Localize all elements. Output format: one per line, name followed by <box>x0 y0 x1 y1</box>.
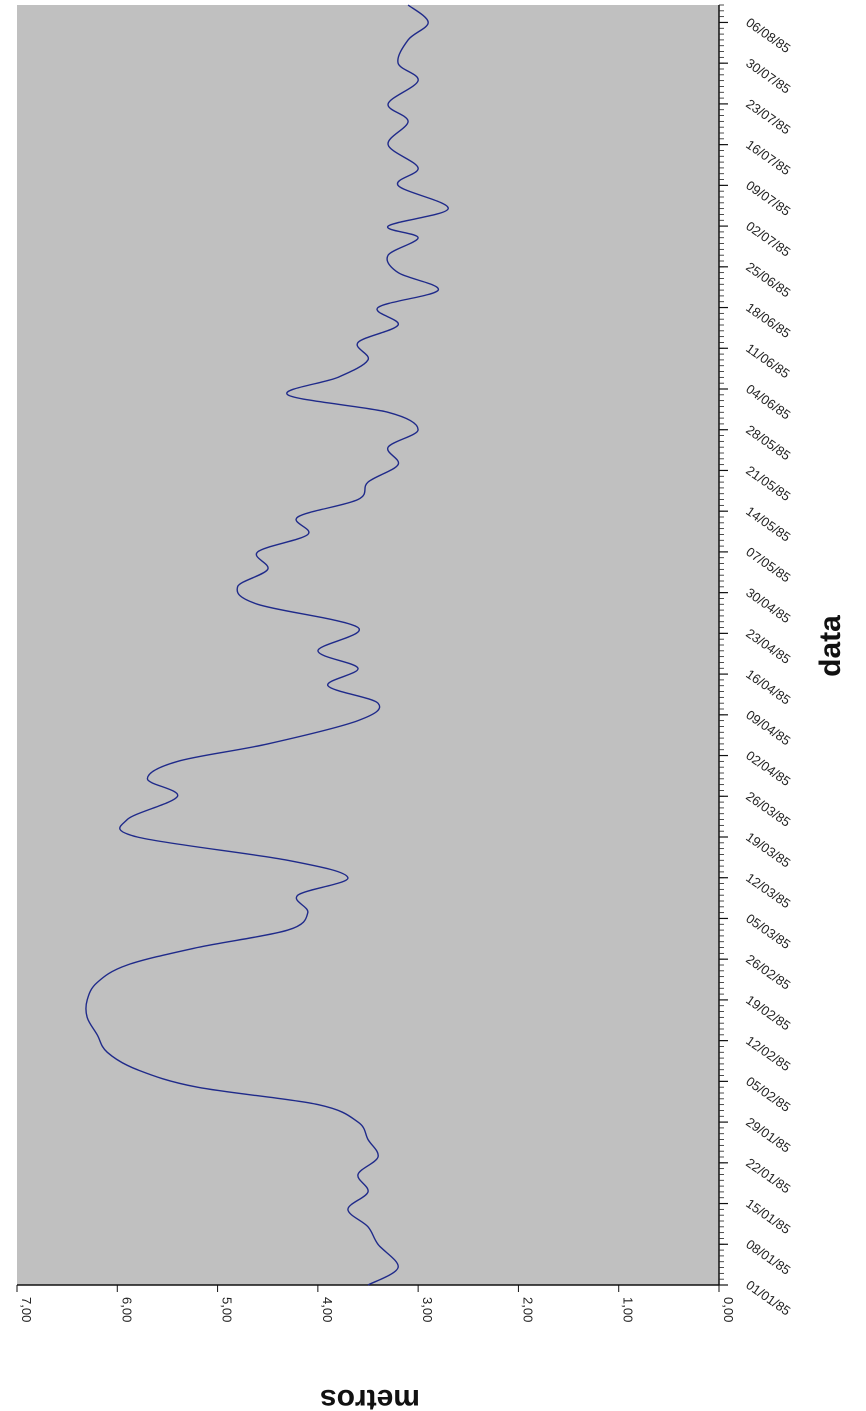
x-tick-label: 02/04/85 <box>743 748 793 789</box>
y-tick-label: 2,00 <box>520 1297 535 1322</box>
x-tick-label: 30/04/85 <box>743 585 793 626</box>
x-tick-label: 09/04/85 <box>743 707 793 748</box>
x-tick-label: 26/02/85 <box>743 951 793 992</box>
series-group <box>85 4 449 1286</box>
x-tick-label: 09/07/85 <box>743 178 793 219</box>
x-tick-label: 21/05/85 <box>743 463 793 504</box>
y-tick-label: 7,00 <box>19 1297 34 1322</box>
x-ticks: 01/01/8508/01/8515/01/8522/01/8529/01/85… <box>719 4 793 1318</box>
y-tick-label: 3,00 <box>420 1297 435 1322</box>
x-tick-label: 23/07/85 <box>743 96 793 137</box>
x-tick-label: 04/06/85 <box>743 381 793 422</box>
y-tick-label: 4,00 <box>320 1297 335 1322</box>
y-axis-title: metros <box>320 1383 420 1411</box>
x-tick-label: 12/02/85 <box>743 1033 793 1074</box>
y-tick-label: 0,00 <box>721 1297 736 1322</box>
y-ticks: 0,00 1,00 2,00 3,00 4,00 5,00 6,00 7,00 <box>16 1285 736 1322</box>
x-tick-label: 18/06/85 <box>743 300 793 341</box>
x-tick-label: 16/04/85 <box>743 666 793 707</box>
x-tick-label: 29/01/85 <box>743 1114 793 1155</box>
x-tick-label: 26/03/85 <box>743 788 793 829</box>
x-tick-label: 12/03/85 <box>743 870 793 911</box>
x-tick-label: 05/03/85 <box>743 911 793 952</box>
x-tick-label: 19/03/85 <box>743 829 793 870</box>
x-tick-label: 28/05/85 <box>743 422 793 463</box>
x-tick-label: 25/06/85 <box>743 259 793 300</box>
y-tick-label: 5,00 <box>220 1297 235 1322</box>
x-tick-label: 08/01/85 <box>743 1236 793 1277</box>
x-tick-label: 06/08/85 <box>743 15 793 56</box>
x-tick-label: 07/05/85 <box>743 544 793 585</box>
x-tick-label: 19/02/85 <box>743 992 793 1033</box>
x-tick-label: 01/01/85 <box>743 1277 793 1318</box>
x-tick-label: 16/07/85 <box>743 137 793 178</box>
x-tick-label: 02/07/85 <box>743 218 793 259</box>
x-tick-label: 30/07/85 <box>743 55 793 96</box>
x-tick-label: 15/01/85 <box>743 1196 793 1237</box>
x-tick-label: 05/02/85 <box>743 1074 793 1115</box>
x-tick-label: 23/04/85 <box>743 626 793 667</box>
x-tick-label: 14/05/85 <box>743 503 793 544</box>
plot-area <box>17 5 719 1285</box>
x-axis-title: data <box>814 615 847 677</box>
y-tick-label: 6,00 <box>119 1297 134 1322</box>
x-tick-label: 11/06/85 <box>743 340 792 381</box>
series-line <box>85 4 449 1286</box>
y-tick-label: 1,00 <box>621 1297 636 1322</box>
x-tick-label: 22/01/85 <box>743 1155 793 1196</box>
